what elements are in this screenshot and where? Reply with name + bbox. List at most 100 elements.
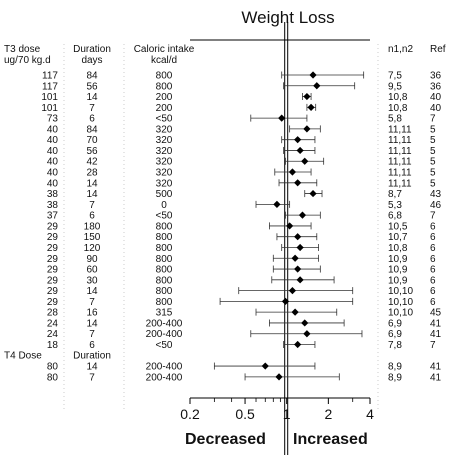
- row-duration: 84: [86, 71, 98, 82]
- row-intake: <50: [156, 340, 173, 351]
- row-intake: 200-400: [146, 318, 183, 329]
- row-ref: 40: [430, 103, 442, 114]
- row-ref: 43: [430, 189, 442, 200]
- row-ref: 5: [430, 178, 436, 189]
- row-ref: 6: [430, 297, 436, 308]
- row-n: 11,11: [388, 168, 412, 179]
- row-duration: 56: [86, 146, 98, 157]
- row-duration: 180: [84, 221, 101, 232]
- row-n: 10,9: [388, 265, 408, 276]
- row-n: 6,9: [388, 329, 402, 340]
- row-intake: 800: [156, 81, 173, 92]
- x-tick-label: 0.2: [180, 406, 200, 422]
- row-dose: 101: [41, 92, 58, 103]
- row-n: 11,11: [388, 178, 412, 189]
- row-dose: 29: [47, 297, 59, 308]
- row-dose: 29: [47, 254, 59, 265]
- row-n: 10,10: [388, 286, 413, 297]
- row-duration: 70: [86, 135, 98, 146]
- estimate-marker: [301, 319, 309, 327]
- row-ref: 41: [430, 329, 442, 340]
- x-tick-label: 0.5: [235, 406, 255, 422]
- estimate-marker: [303, 92, 311, 101]
- estimate-marker: [296, 243, 304, 252]
- header-intake-unit: kcal/d: [151, 55, 177, 66]
- row-dose: 80: [47, 372, 59, 383]
- row-ref: 5: [430, 168, 436, 179]
- row-n: 6,9: [388, 318, 402, 329]
- row-dose: 80: [47, 362, 59, 373]
- row-ref: 5: [430, 135, 436, 146]
- row-duration: 6: [89, 340, 95, 351]
- row-dose: 40: [47, 157, 59, 168]
- row-n: 10,8: [388, 103, 408, 114]
- row-dose: 29: [47, 265, 59, 276]
- row-ref: 6: [430, 275, 436, 286]
- row-n: 11,11: [388, 146, 412, 157]
- row-duration: 7: [89, 297, 95, 308]
- row-dose: 73: [47, 114, 59, 125]
- row-intake: 800: [156, 71, 173, 82]
- row-duration: 7: [89, 103, 95, 114]
- row-ref: 36: [430, 81, 442, 92]
- estimate-marker: [294, 233, 302, 241]
- row-n: 10,8: [388, 243, 408, 254]
- row-duration: 14: [86, 286, 98, 297]
- row-dose: 28: [47, 308, 59, 319]
- row-n: 8,9: [388, 372, 402, 383]
- row-ref: 6: [430, 232, 436, 243]
- row-n: 7,8: [388, 340, 402, 351]
- estimate-marker: [281, 297, 290, 305]
- header-n-label: n1,n2: [388, 44, 413, 55]
- row-intake: 200-400: [146, 362, 183, 373]
- row-duration: 14: [86, 318, 98, 329]
- row-ref: 5: [430, 146, 436, 157]
- row-intake: 320: [156, 157, 173, 168]
- row-ref: 5: [430, 124, 436, 135]
- row-duration: 90: [86, 254, 98, 265]
- row-dose: 40: [47, 168, 59, 179]
- row-duration: 120: [84, 243, 101, 254]
- x-tick-label: 2: [324, 406, 332, 422]
- header-dose-label: T3 dose: [4, 44, 41, 55]
- header-duration-unit: days: [81, 55, 102, 66]
- estimate-marker: [291, 254, 299, 262]
- footer-decreased-label: Decreased: [185, 431, 266, 448]
- row-ref: 7: [430, 114, 436, 125]
- row-intake: 200: [156, 103, 173, 114]
- row-dose: 38: [47, 189, 59, 200]
- row-duration: 60: [86, 265, 98, 276]
- row-dose: 117: [42, 81, 58, 92]
- estimate-marker: [307, 103, 315, 111]
- row-intake: 800: [156, 286, 173, 297]
- estimate-marker: [288, 168, 297, 176]
- row-duration: 6: [89, 114, 95, 125]
- row-ref: 41: [430, 318, 442, 329]
- row-n: 10,10: [388, 308, 413, 319]
- row-intake: 800: [156, 275, 173, 286]
- row-dose: 37: [47, 211, 59, 222]
- row-n: 10,9: [388, 275, 408, 286]
- row-duration: 14: [86, 92, 98, 103]
- row-intake: 800: [156, 232, 173, 243]
- row-duration: 14: [86, 189, 98, 200]
- row-ref: 40: [430, 92, 442, 103]
- row-dose: 29: [47, 286, 59, 297]
- row-intake: 500: [156, 189, 173, 200]
- estimate-marker: [294, 179, 302, 187]
- row-ref: 6: [430, 265, 436, 276]
- row-n: 10,5: [388, 221, 408, 232]
- row-n: 5,3: [388, 200, 402, 211]
- estimate-marker: [313, 82, 321, 90]
- row-duration: 84: [86, 124, 98, 135]
- header-ref-label: Ref: [430, 44, 446, 55]
- estimate-marker: [273, 200, 281, 208]
- row-n: 10,9: [388, 254, 408, 265]
- row-intake: 320: [156, 178, 173, 189]
- row-ref: 7: [430, 340, 436, 351]
- row-dose: 24: [47, 318, 59, 329]
- row-duration: 7: [89, 329, 95, 340]
- row-dose: 24: [47, 329, 59, 340]
- estimate-marker: [294, 340, 302, 349]
- row-n: 5,8: [388, 114, 402, 125]
